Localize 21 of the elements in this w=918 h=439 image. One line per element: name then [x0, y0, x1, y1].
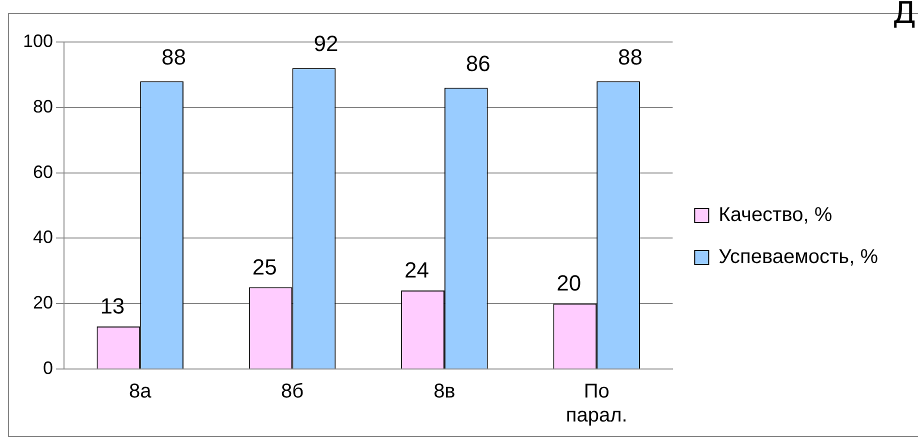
data-label: 86 — [466, 50, 490, 76]
data-label: 24 — [404, 258, 429, 283]
y-tick-label: 60 — [33, 162, 54, 182]
data-label: 88 — [162, 44, 186, 70]
x-tick-label: 8в — [434, 380, 456, 403]
y-tick-label: 20 — [33, 292, 54, 313]
data-label: 20 — [556, 270, 582, 296]
y-tick-label: 0 — [43, 358, 54, 378]
y-tick-label: 40 — [33, 227, 54, 248]
text: Д — [892, 0, 916, 31]
x-tick-label: 8а — [128, 380, 152, 403]
data-label: 88 — [618, 44, 643, 70]
legend-label: Успеваемость, % — [718, 246, 878, 268]
data-label: 92 — [314, 31, 338, 56]
data-label: 25 — [252, 254, 277, 280]
x-tick-label: 8б — [280, 380, 304, 403]
legend-label: Качество, % — [718, 204, 832, 226]
y-tick-label: 80 — [33, 96, 54, 116]
y-tick-label: 100 — [22, 30, 54, 51]
data-label: 13 — [100, 294, 125, 319]
x-tick-label: По парал. — [566, 380, 628, 427]
